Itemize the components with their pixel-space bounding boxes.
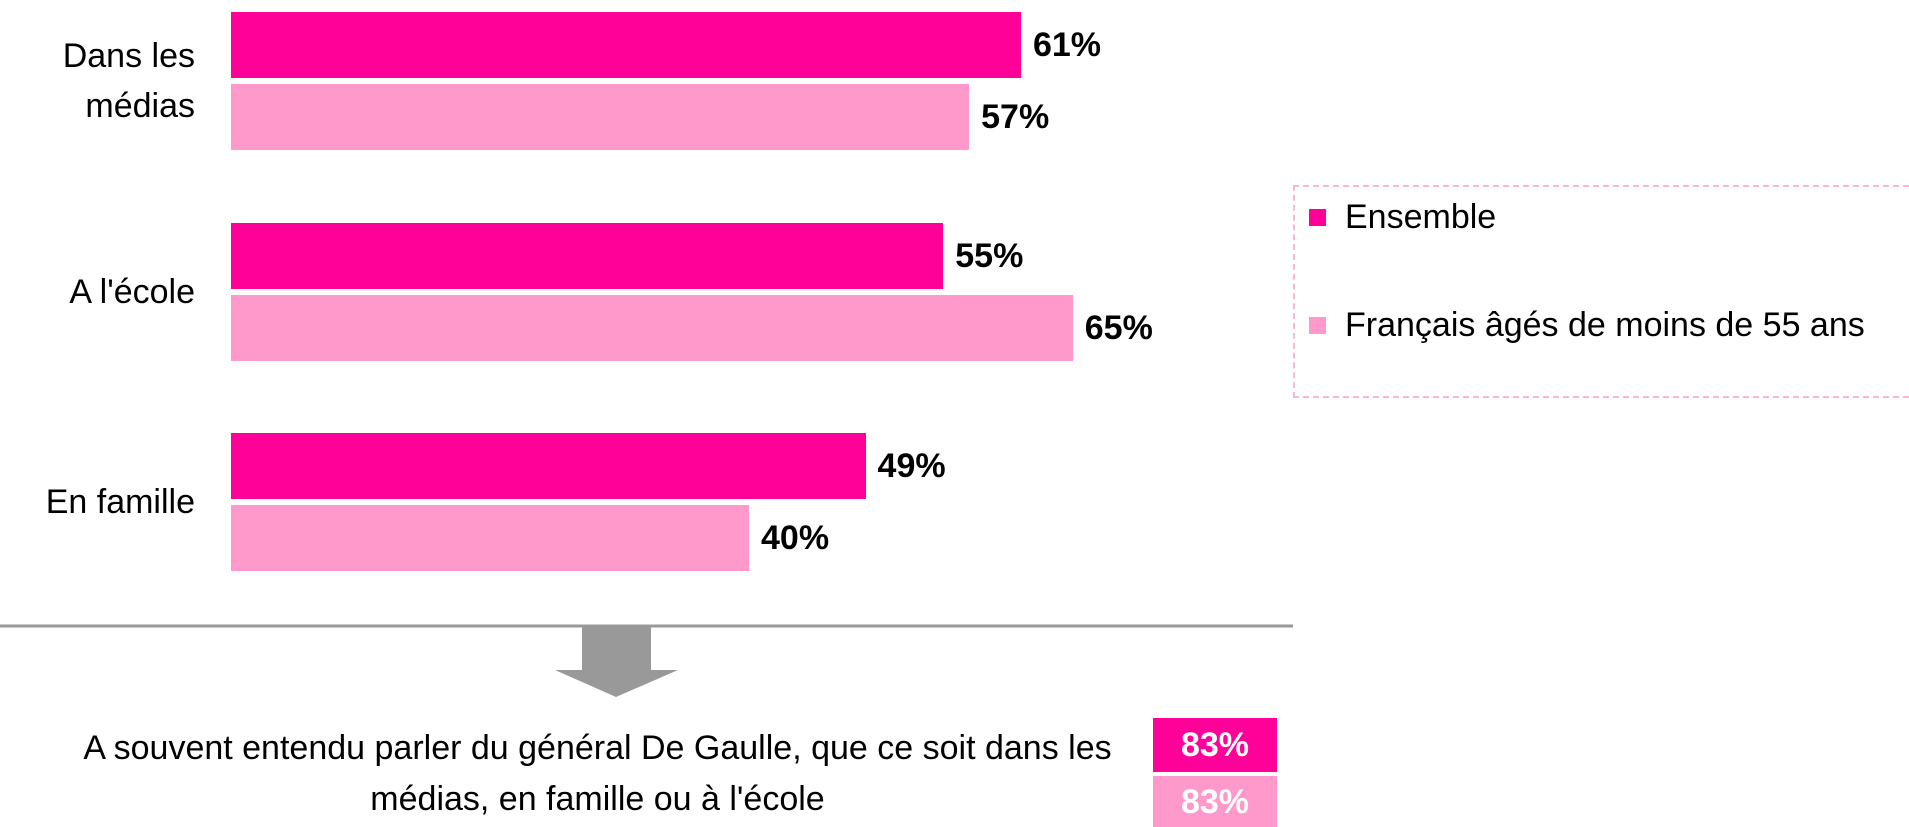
data-label: 40%	[761, 519, 830, 557]
legend-swatch	[1309, 209, 1326, 226]
legend-label: Ensemble	[1345, 198, 1497, 236]
bar	[231, 294, 1073, 361]
legend	[1293, 185, 1909, 398]
summary-value: 83%	[1180, 783, 1250, 821]
summary-box: 83%	[1153, 776, 1277, 827]
bar	[231, 222, 944, 289]
summary-value: 83%	[1180, 726, 1250, 764]
data-label: 61%	[1032, 26, 1101, 64]
category-label: A l'école	[69, 272, 195, 311]
arrow-head	[555, 670, 678, 697]
data-label: 49%	[877, 447, 946, 485]
bar	[231, 505, 749, 571]
data-label: 57%	[981, 98, 1050, 136]
data-label: 65%	[1084, 308, 1153, 347]
arrow-shaft	[582, 626, 651, 671]
legend-label: Français âgés de moins de 55 ans	[1345, 306, 1865, 344]
summary-box: 83%	[1153, 718, 1277, 772]
category-label: En famille	[45, 483, 195, 521]
bar	[231, 12, 1021, 78]
legend-swatch	[1309, 317, 1326, 334]
bar	[231, 433, 866, 499]
category-label: Dans les médias	[62, 37, 195, 125]
data-label: 55%	[955, 236, 1024, 275]
bar	[231, 84, 970, 150]
summary-text: A souvent entendu parler du général De G…	[83, 729, 1112, 818]
